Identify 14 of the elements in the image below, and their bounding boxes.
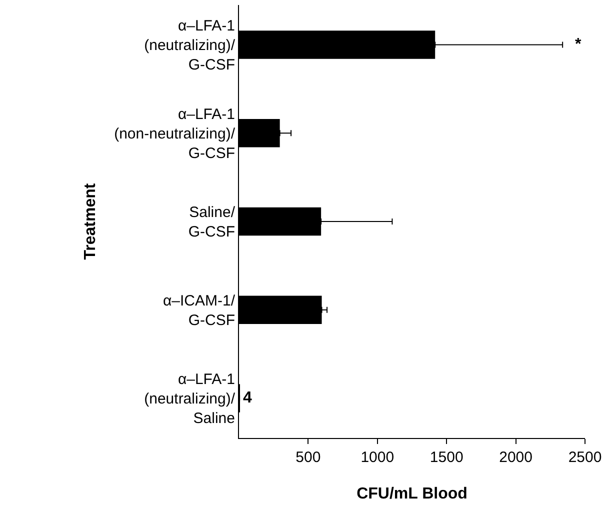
x-tick-label: 1500 <box>430 449 464 466</box>
y-axis-title: Treatment <box>82 182 99 260</box>
y-tick-label: α–LFA-1 (non-neutralizing)/ G-CSF <box>114 106 236 162</box>
x-axis-title: CFU/mL Blood <box>356 486 468 503</box>
y-tick-label: Saline/ G-CSF <box>188 204 236 240</box>
annotation: * <box>575 36 582 53</box>
x-tick-label: 1000 <box>360 449 394 466</box>
x-tick-label: 2500 <box>568 449 602 466</box>
y-tick-label: α–LFA-1 (neutralizing)/ G-CSF <box>144 18 236 74</box>
y-tick-label: α–ICAM-1/ G-CSF <box>162 292 236 329</box>
y-tick-label: α–LFA-1 (neutralizing)/ Saline <box>144 370 236 427</box>
x-tick-label: 2000 <box>499 449 532 466</box>
x-tick-label: 500 <box>296 449 321 466</box>
data-label: 4 <box>243 390 252 407</box>
